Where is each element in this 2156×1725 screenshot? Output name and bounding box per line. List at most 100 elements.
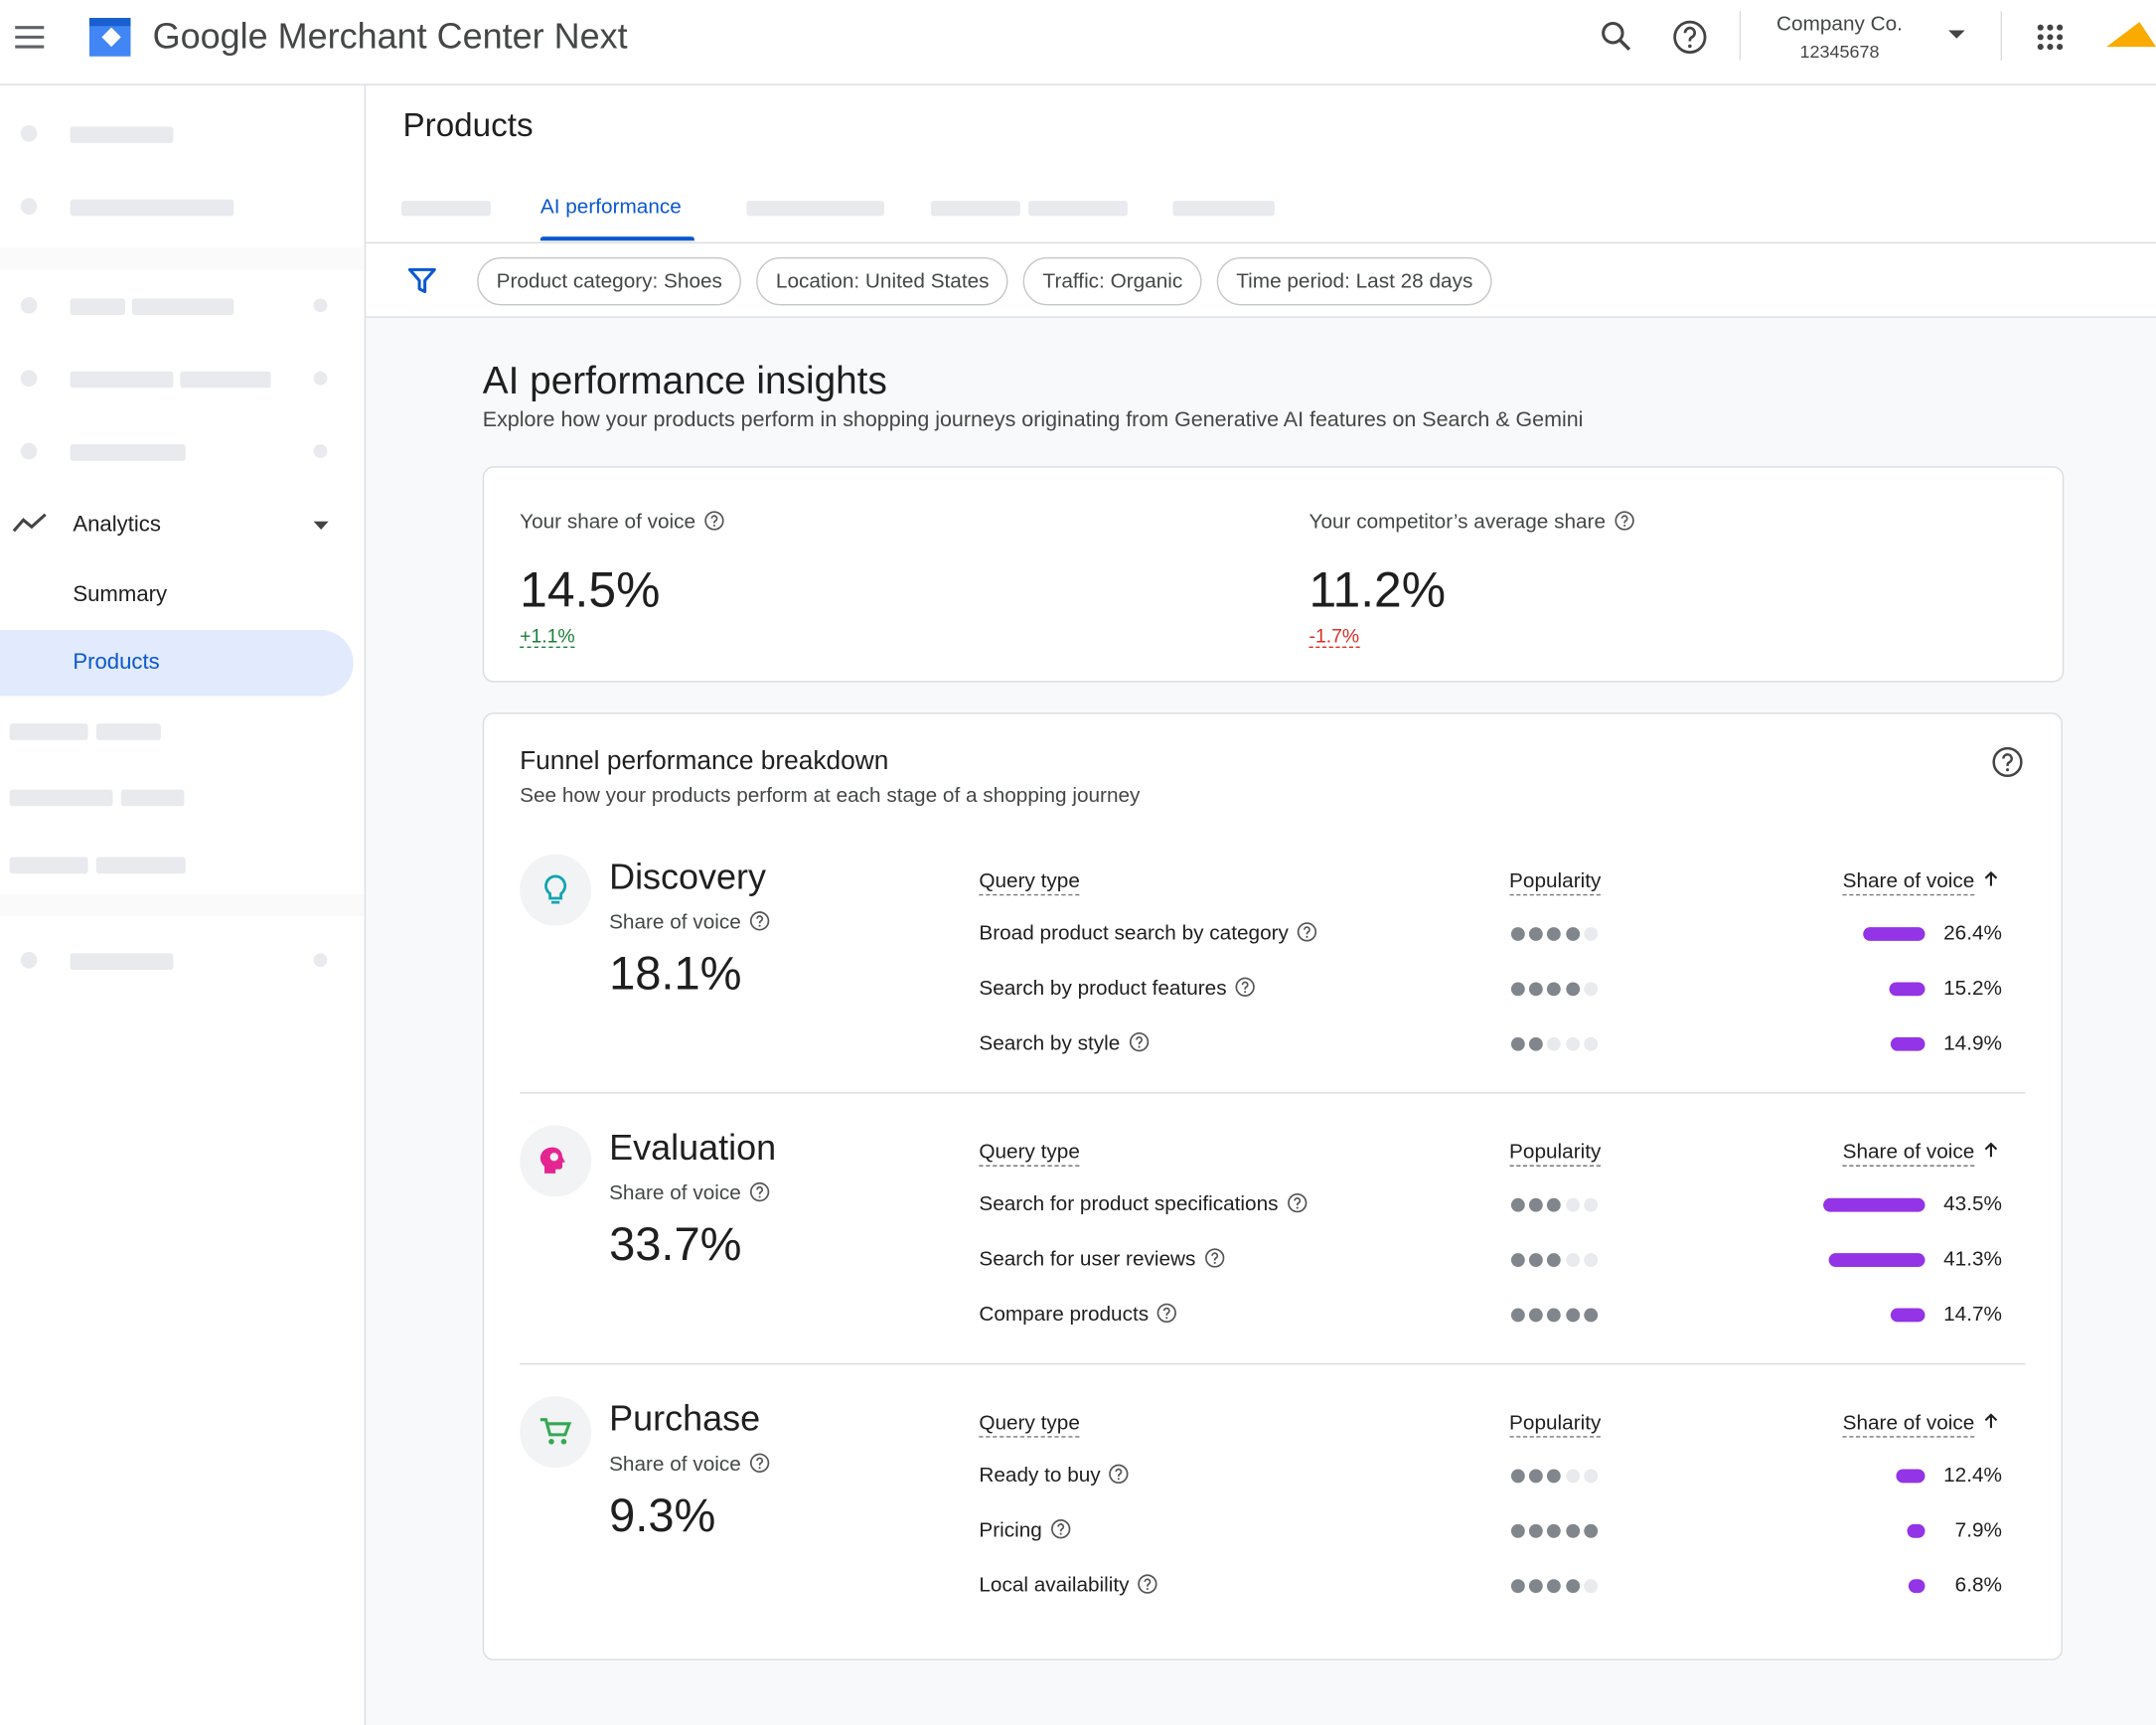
query-type: Pricing xyxy=(979,1518,1071,1542)
query-type: Search for user reviews xyxy=(979,1248,1225,1271)
help-icon[interactable] xyxy=(1156,1303,1177,1324)
share-bar xyxy=(1889,982,1925,997)
share-label: 43.5% xyxy=(1943,1192,2003,1216)
header-text: Query type xyxy=(979,1411,1080,1438)
sort-arrow[interactable] xyxy=(1983,870,2000,887)
funnel-card: Funnel performance breakdown See how you… xyxy=(482,712,2063,1660)
filter-chip[interactable]: Location: United States xyxy=(756,256,1008,306)
column-header[interactable]: Share of voice xyxy=(1842,1140,2000,1167)
share-bar xyxy=(1909,1579,1925,1594)
help-icon[interactable] xyxy=(1109,1464,1130,1485)
popularity-dot xyxy=(1529,1308,1544,1323)
nav-item-active[interactable] xyxy=(0,630,354,697)
share-bar xyxy=(1896,1469,1925,1484)
popularity-dot xyxy=(1547,1197,1562,1212)
share-label: 6.8% xyxy=(1954,1573,2003,1598)
popularity-dot xyxy=(1565,1253,1580,1268)
filter-button[interactable] xyxy=(407,267,437,295)
nav-item[interactable]: Summary xyxy=(73,582,168,607)
help-icon[interactable] xyxy=(1204,1248,1225,1269)
sort-arrow[interactable] xyxy=(1983,1413,2000,1430)
popularity-dot xyxy=(1547,1579,1562,1594)
apps-button[interactable] xyxy=(2037,24,2065,52)
popularity-dot xyxy=(1584,1197,1598,1212)
popularity-dot xyxy=(1547,1036,1562,1051)
header-text: Popularity xyxy=(1509,1140,1602,1167)
menu-button[interactable] xyxy=(14,22,47,52)
help-icon[interactable] xyxy=(703,511,724,532)
help-icon[interactable] xyxy=(1287,1192,1308,1213)
popularity-dot xyxy=(1584,1253,1598,1268)
column-header: Query type xyxy=(979,868,1080,896)
popularity-dot xyxy=(1529,1197,1544,1212)
help-icon[interactable] xyxy=(1614,511,1634,532)
filter-chip[interactable]: Traffic: Organic xyxy=(1023,256,1202,306)
help-icon[interactable] xyxy=(1235,977,1256,998)
nav-item[interactable]: Products xyxy=(73,650,160,675)
help-icon[interactable] xyxy=(749,1181,770,1202)
column-header: Popularity xyxy=(1486,1140,1623,1167)
avatar[interactable] xyxy=(2103,19,2156,49)
metric-value: 14.5% xyxy=(520,560,661,618)
nav-section[interactable]: Analytics xyxy=(73,513,161,537)
popularity-dot xyxy=(1565,1197,1580,1212)
column-header: Popularity xyxy=(1486,868,1623,896)
product-name: Google Merchant Center Next xyxy=(152,15,628,57)
metric-label-text: Your competitor’s average share xyxy=(1309,510,1606,535)
query-text: Broad product search by category xyxy=(979,921,1289,946)
metric-label: Your competitor’s average share xyxy=(1309,510,1635,535)
column-header[interactable]: Share of voice xyxy=(1842,1411,2000,1438)
share-bar xyxy=(1828,1253,1925,1268)
active-tab[interactable]: AI performance xyxy=(539,195,682,220)
filter-chip[interactable]: Time period: Last 28 days xyxy=(1216,256,1492,306)
column-header: Query type xyxy=(979,1411,1080,1438)
popularity-dot xyxy=(1565,1469,1580,1484)
logo xyxy=(88,17,131,57)
account-dropdown[interactable] xyxy=(1948,30,1965,41)
popularity-dot xyxy=(1584,1308,1598,1323)
section-title: AI performance insights xyxy=(482,359,887,402)
search-button[interactable] xyxy=(1600,19,1635,55)
divider xyxy=(520,1362,2026,1365)
stage-name: Evaluation xyxy=(609,1126,777,1169)
account-switcher[interactable]: Company Co. 12345678 xyxy=(1776,12,1903,62)
column-header[interactable]: Share of voice xyxy=(1842,868,2000,896)
query-text: Compare products xyxy=(979,1302,1150,1327)
sidebar: Analytics Summary Products xyxy=(0,84,367,1725)
top-bar: Google Merchant Center Next Company Co. … xyxy=(0,0,2156,85)
share-label: 12.4% xyxy=(1943,1463,2003,1488)
help-icon[interactable] xyxy=(749,910,770,931)
filter-chip[interactable]: Product category: Shoes xyxy=(477,256,742,306)
popularity-dot xyxy=(1547,982,1562,997)
popularity-dot xyxy=(1529,1253,1544,1268)
popularity-dot xyxy=(1584,982,1598,997)
share-label: 7.9% xyxy=(1954,1518,2003,1542)
header-text: Share of voice xyxy=(1842,1411,1975,1438)
share-label: 26.4% xyxy=(1943,921,2003,946)
popularity-dot xyxy=(1547,1469,1562,1484)
help-icon[interactable] xyxy=(1297,922,1317,943)
help-icon[interactable] xyxy=(1138,1574,1158,1595)
section-toggle[interactable] xyxy=(313,521,329,530)
share-bar xyxy=(1890,1308,1925,1323)
popularity-dot xyxy=(1565,1308,1580,1323)
help-icon[interactable] xyxy=(1129,1031,1150,1052)
stage-icon xyxy=(520,1125,592,1197)
share-label: 14.9% xyxy=(1943,1031,2003,1055)
help-button[interactable] xyxy=(1991,745,2024,778)
help-button[interactable] xyxy=(1670,18,1709,57)
popularity-dot xyxy=(1584,1469,1598,1484)
popularity-dot xyxy=(1565,1523,1580,1538)
help-icon[interactable] xyxy=(749,1453,770,1474)
help-icon[interactable] xyxy=(1050,1518,1071,1539)
popularity-dot xyxy=(1547,1523,1562,1538)
label-text: Share of voice xyxy=(609,1452,741,1477)
label-text: Share of voice xyxy=(609,910,741,934)
query-type: Local availability xyxy=(979,1574,1158,1597)
sort-arrow[interactable] xyxy=(1983,1142,2000,1159)
share-bar xyxy=(1890,1036,1925,1051)
header-text: Share of voice xyxy=(1842,868,1975,896)
popularity-dot xyxy=(1529,1036,1544,1051)
